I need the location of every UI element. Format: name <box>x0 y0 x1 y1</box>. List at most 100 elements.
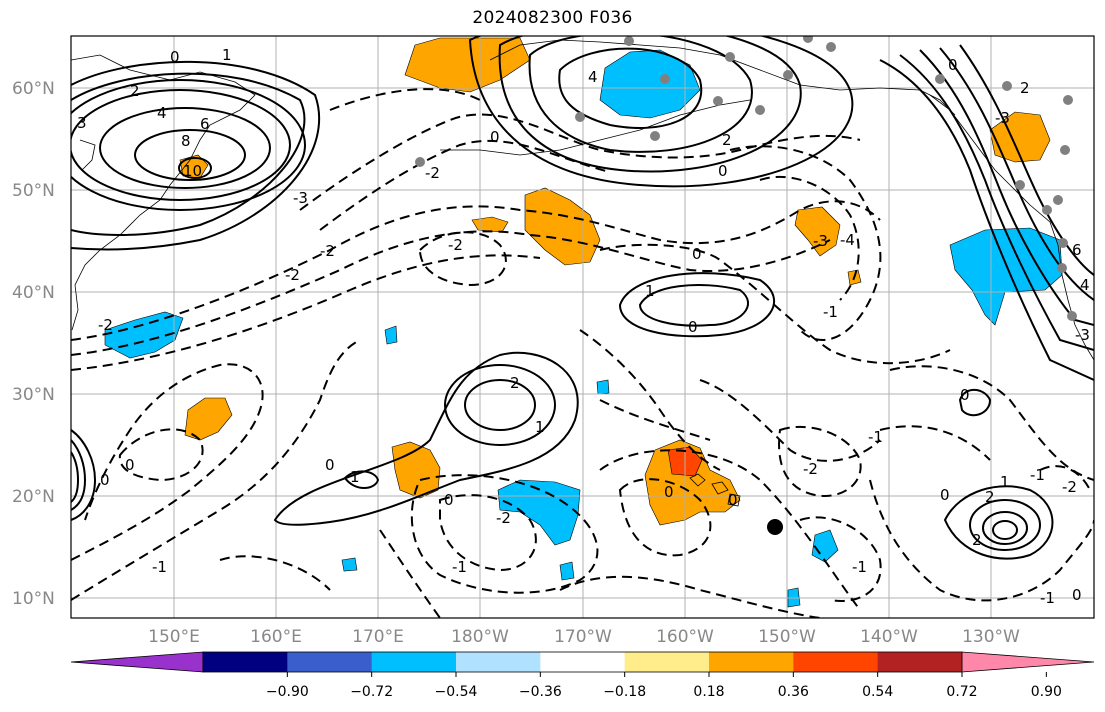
svg-text:0: 0 <box>688 318 698 336</box>
contour-se-high-3 <box>982 511 1028 545</box>
contour-neg-11 <box>579 329 721 471</box>
svg-text:-1: -1 <box>152 558 167 576</box>
shade-red-hawaii-west <box>644 439 741 526</box>
contour-neg-15 <box>889 365 1094 481</box>
contour-ne-small <box>958 388 992 417</box>
colorbar: −0.90 −0.72 −0.54 −0.36 −0.18 0.18 0.36 0.54 0.7… <box>70 651 1095 700</box>
contour-neg-16 <box>879 425 991 461</box>
svg-text:1: 1 <box>535 418 545 436</box>
coast-hawaii-2 <box>711 481 729 495</box>
contour-labels: 10 8 6 4 3 2 0 1 4 0 2 0 0 2 -3 6 4 -3 0… <box>77 46 1090 607</box>
colorbar-segment <box>793 652 879 672</box>
contour-west-edge-2 <box>71 439 87 511</box>
lon-label: 150°E <box>148 627 200 647</box>
contour-neg-28 <box>559 575 821 618</box>
contour-west-edge-3 <box>71 451 80 503</box>
svg-text:1: 1 <box>222 46 232 64</box>
contour-neg-25 <box>618 478 712 557</box>
lat-label: 60°N <box>12 79 55 99</box>
map-title: 2024082300 F036 <box>472 8 633 28</box>
contour-neg-3 <box>71 254 541 371</box>
contour-mid-high-2 <box>638 284 750 327</box>
contour-alaska-4 <box>558 47 703 129</box>
lat-labels: 60°N 50°N 40°N 30°N 20°N 10°N <box>12 79 55 609</box>
contour-alaska-2 <box>498 36 802 173</box>
contour-se-high-4 <box>992 520 1018 540</box>
svg-text:-3: -3 <box>1075 326 1090 344</box>
svg-text:1: 1 <box>1000 473 1010 491</box>
contour-neg-17 <box>869 479 1094 602</box>
contour-ne-ridge-4 <box>939 47 1094 301</box>
contour-neg-7 <box>729 145 882 341</box>
svg-text:0: 0 <box>948 56 958 74</box>
svg-text:0: 0 <box>1072 586 1082 604</box>
contour-alaska-1 <box>468 36 854 188</box>
svg-text:4: 4 <box>588 68 598 86</box>
coast-kamchatka <box>79 139 96 171</box>
contour-neg-14 <box>778 425 862 497</box>
shade-blue-alaska <box>599 49 701 119</box>
contour-neg-8 <box>759 175 860 301</box>
contour-low-4 <box>71 89 291 201</box>
coast-alaska <box>489 39 956 116</box>
svg-text:-2: -2 <box>98 316 113 334</box>
svg-text:2: 2 <box>972 531 982 549</box>
svg-text:2: 2 <box>1020 79 1030 97</box>
contour-low-3 <box>71 79 306 211</box>
contour-se-high-1 <box>943 485 1054 560</box>
dashed-contours <box>71 88 1094 618</box>
svg-text:-2: -2 <box>803 460 818 478</box>
lon-label: 160°W <box>656 627 714 647</box>
svg-text:1: 1 <box>350 468 360 486</box>
shade-orange-nw-pacific <box>524 187 601 266</box>
contour-west-edge-1 <box>71 429 97 521</box>
colorbar-tick-label: 0.72 <box>946 684 977 700</box>
lon-label: 140°W <box>860 627 918 647</box>
shade-blue-west-coast <box>949 227 1063 326</box>
contour-central-high-1 <box>273 351 579 526</box>
svg-text:-4: -4 <box>840 231 855 249</box>
colorbar-segment <box>371 652 457 672</box>
coast-hawaii-3 <box>727 493 741 507</box>
contour-neg-18 <box>1039 465 1091 491</box>
svg-text:-2: -2 <box>448 236 463 254</box>
storm-center-marker <box>767 519 783 535</box>
contour-low-10 <box>178 157 212 179</box>
contour-low-8 <box>134 129 246 181</box>
svg-text:-1: -1 <box>452 558 467 576</box>
svg-text:2: 2 <box>130 82 140 100</box>
colorbar-tick-label: 0.90 <box>1031 684 1062 700</box>
contour-neg-1 <box>71 200 881 341</box>
coastlines <box>71 39 1094 507</box>
colorbar-segment <box>540 652 626 672</box>
svg-text:0: 0 <box>170 48 180 66</box>
svg-text:0: 0 <box>718 162 728 180</box>
svg-text:-1: -1 <box>1040 589 1055 607</box>
svg-text:4: 4 <box>157 104 167 122</box>
svg-text:-2: -2 <box>320 242 335 260</box>
colorbar-tick-label: 0.54 <box>862 684 893 700</box>
contour-ne-ridge-2 <box>899 54 1094 351</box>
contour-ne-ridge-1 <box>879 59 1094 381</box>
contour-neg-27 <box>799 516 882 602</box>
svg-text:1: 1 <box>645 282 655 300</box>
lat-label: 30°N <box>12 385 55 405</box>
shade-blue-small-1 <box>384 325 398 345</box>
svg-text:-1: -1 <box>823 303 838 321</box>
svg-text:0: 0 <box>325 456 335 474</box>
colorbar-segment <box>624 652 710 672</box>
contour-low-6 <box>99 107 271 189</box>
contour-neg-22 <box>439 494 537 572</box>
colorbar-extend-max <box>961 651 1095 673</box>
contour-neg-21 <box>118 428 204 482</box>
lon-labels: 150°E 160°E 170°E 180°W 170°W 160°W 150°… <box>148 627 1020 647</box>
colorbar-tick-label: −0.36 <box>519 684 562 700</box>
contour-neg-4 <box>299 113 861 211</box>
svg-text:2: 2 <box>722 131 732 149</box>
contour-neg-6 <box>329 88 481 111</box>
contour-central-high-2 <box>444 364 556 446</box>
station-markers <box>415 36 1077 321</box>
contour-neg-19 <box>71 339 361 601</box>
contour-alaska-3 <box>528 36 753 153</box>
colorbar-frame <box>202 651 963 673</box>
